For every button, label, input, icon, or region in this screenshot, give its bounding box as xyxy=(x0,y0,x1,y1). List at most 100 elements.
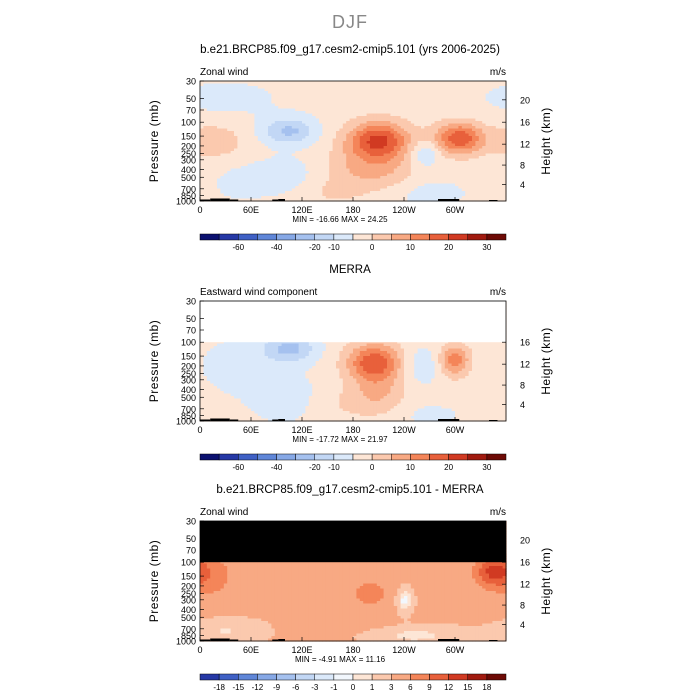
heat-cell xyxy=(268,88,272,92)
heat-cell xyxy=(315,156,320,160)
heat-cell xyxy=(397,83,402,87)
heat-cell xyxy=(448,156,453,160)
heat-cell xyxy=(393,136,398,140)
heat-cell xyxy=(220,196,225,200)
heat-cell xyxy=(366,176,371,180)
heat-cell xyxy=(261,91,266,95)
heat-cell xyxy=(264,93,269,97)
heat-cell xyxy=(268,131,272,135)
heat-cell xyxy=(376,88,381,92)
heat-cell xyxy=(495,81,500,85)
heat-cell xyxy=(271,191,276,195)
heat-cell xyxy=(421,173,425,177)
heat-cell xyxy=(261,131,266,135)
heat-cell xyxy=(417,128,422,132)
heat-cell xyxy=(336,196,340,200)
heat-cell xyxy=(244,141,249,145)
heat-cell xyxy=(373,196,378,200)
heat-cell xyxy=(387,83,391,87)
heat-cell xyxy=(434,123,439,127)
heat-cell xyxy=(251,193,255,197)
heat-cell xyxy=(370,98,374,102)
heat-cell xyxy=(346,126,351,130)
heat-cell xyxy=(257,161,262,165)
heat-cell xyxy=(322,146,327,150)
heat-cell xyxy=(264,151,269,155)
heat-cell xyxy=(424,153,429,157)
heat-cell xyxy=(322,123,327,127)
heat-cell xyxy=(261,133,266,137)
heat-cell xyxy=(336,138,340,142)
heat-cell xyxy=(359,193,364,197)
heat-cell xyxy=(234,191,238,195)
heat-cell xyxy=(421,171,425,175)
heat-cell xyxy=(502,136,507,140)
heat-cell xyxy=(482,113,487,117)
heat-cell xyxy=(332,176,337,180)
heat-cell xyxy=(461,168,466,172)
heat-cell xyxy=(254,171,259,175)
heat-cell xyxy=(356,198,361,202)
heat-cell xyxy=(353,106,357,110)
heat-cell xyxy=(210,81,215,85)
heat-cell xyxy=(244,136,249,140)
heat-cell xyxy=(472,168,476,172)
heat-cell xyxy=(451,163,456,167)
heat-cell xyxy=(329,86,334,90)
heat-cell xyxy=(404,168,408,172)
heat-cell xyxy=(475,148,480,152)
heat-cell xyxy=(285,173,289,177)
heat-cell xyxy=(475,118,480,122)
heat-cell xyxy=(257,173,262,177)
heat-cell xyxy=(230,173,235,177)
heat-cell xyxy=(404,166,408,170)
heat-cell xyxy=(390,171,395,175)
heat-cell xyxy=(349,143,354,147)
heat-cell xyxy=(502,158,507,162)
heat-cell xyxy=(322,166,327,170)
heat-cell xyxy=(448,191,453,195)
heat-cell xyxy=(404,136,408,140)
heat-cell xyxy=(264,168,269,172)
heat-cell xyxy=(441,138,446,142)
heat-cell xyxy=(489,191,493,195)
heat-cell xyxy=(230,186,235,190)
heat-cell xyxy=(322,173,327,177)
heat-cell xyxy=(400,123,405,127)
heat-cell xyxy=(468,86,473,90)
heat-cell xyxy=(346,86,351,90)
heat-cell xyxy=(356,103,361,107)
heat-cell xyxy=(332,106,337,110)
heat-cell xyxy=(200,103,204,107)
heat-cell xyxy=(322,188,327,192)
heat-cell xyxy=(407,141,412,145)
heat-cell xyxy=(261,128,266,132)
heat-cell xyxy=(339,141,344,145)
heat-cell xyxy=(475,113,480,117)
heat-cell xyxy=(206,121,211,125)
heat-cell xyxy=(397,118,402,122)
heat-cell xyxy=(230,196,235,200)
heat-cell xyxy=(400,176,405,180)
heat-cell xyxy=(400,183,405,187)
heat-cell xyxy=(271,113,276,117)
heat-cell xyxy=(421,156,425,160)
heat-cell xyxy=(495,136,500,140)
heat-cell xyxy=(380,91,385,95)
heat-cell xyxy=(380,153,385,157)
heat-cell xyxy=(281,111,286,115)
heat-cell xyxy=(305,156,310,160)
heat-cell xyxy=(407,198,412,202)
heat-cell xyxy=(455,171,459,175)
heat-cell xyxy=(492,183,497,187)
heat-cell xyxy=(427,118,432,122)
heat-cell xyxy=(308,198,313,202)
y2-tick-label: 4 xyxy=(520,180,525,190)
heat-cell xyxy=(404,93,408,97)
heat-cell xyxy=(482,88,487,92)
heat-cell xyxy=(485,173,490,177)
heat-cell xyxy=(407,178,412,182)
heat-cell xyxy=(363,191,368,195)
heat-cell xyxy=(213,133,218,137)
heat-cell xyxy=(373,121,378,125)
